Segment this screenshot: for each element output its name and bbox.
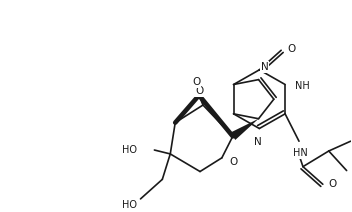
Text: O: O [287, 44, 295, 54]
Text: NH: NH [295, 81, 310, 91]
Text: O: O [329, 179, 337, 189]
Text: HO: HO [121, 145, 137, 155]
Text: O: O [195, 86, 203, 96]
Text: HN: HN [293, 148, 307, 158]
Text: N: N [254, 137, 262, 147]
Text: O: O [230, 157, 238, 167]
Text: HO: HO [121, 200, 137, 210]
Polygon shape [230, 119, 259, 140]
Text: N: N [260, 62, 268, 72]
Text: O: O [192, 77, 200, 87]
